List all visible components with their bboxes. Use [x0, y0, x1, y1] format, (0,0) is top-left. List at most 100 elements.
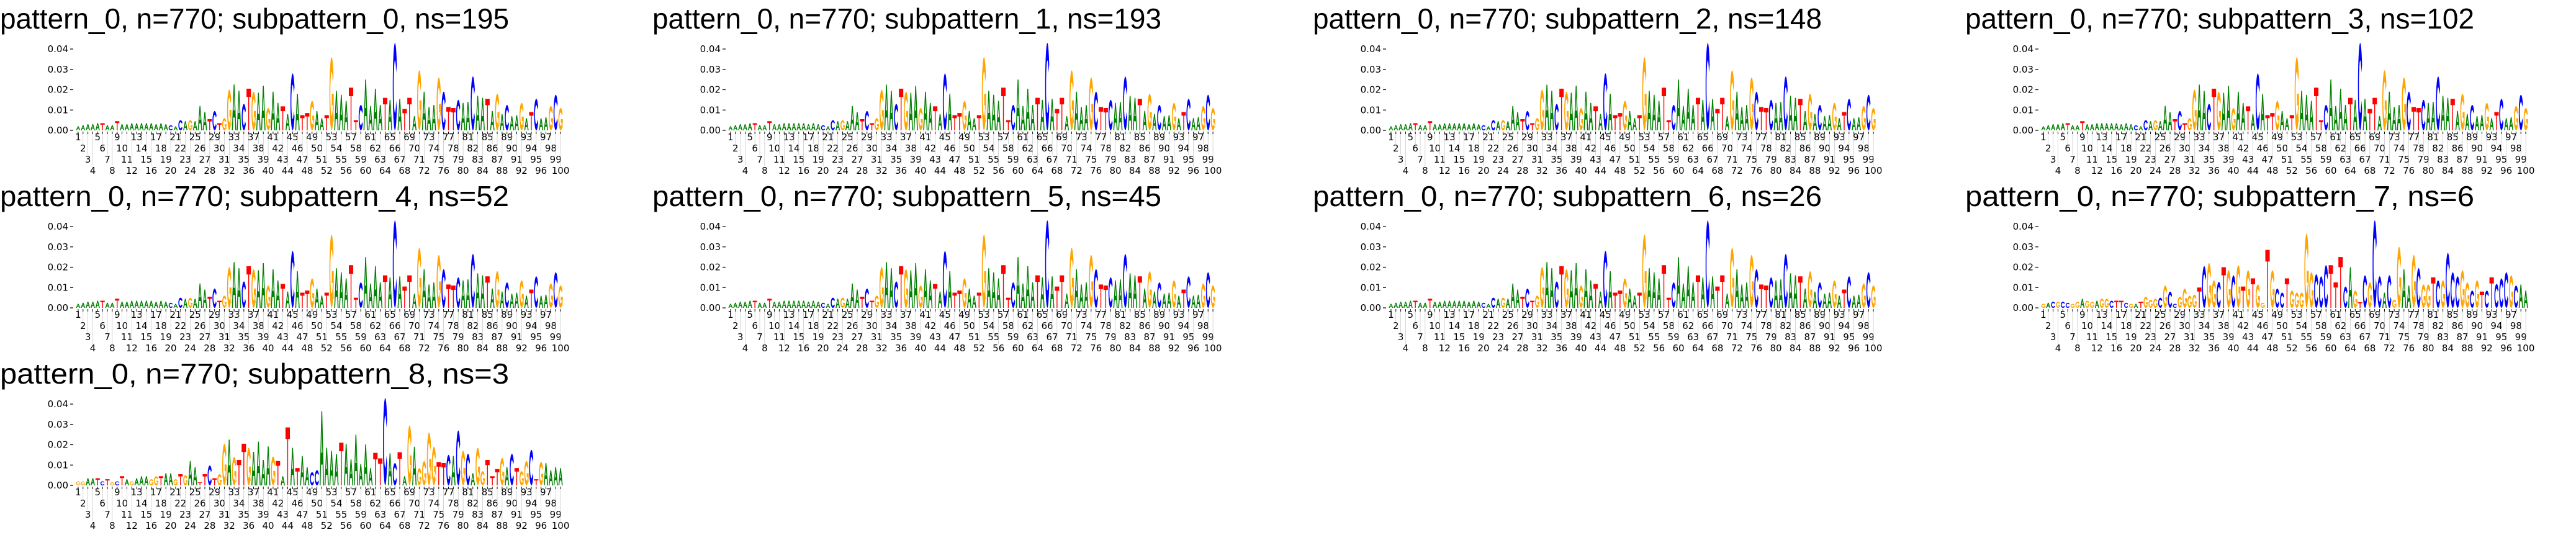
logo-letter-C	[1866, 94, 1871, 131]
x-tick-label: 86	[487, 143, 498, 154]
logo-letter-A	[2202, 91, 2207, 130]
logo-letter-C	[456, 430, 461, 485]
x-tick-label: 31	[218, 509, 230, 520]
logo-letter-G	[227, 267, 232, 308]
x-tick-label: 92	[1168, 343, 1180, 354]
logo-letter-G	[173, 479, 178, 486]
x-tick-label: 97	[2505, 309, 2517, 320]
y-tick-label: 0.01	[2013, 282, 2033, 293]
logo-letter-A	[991, 272, 996, 308]
x-tick-label: 7	[104, 509, 110, 520]
logo-letter-A	[2197, 84, 2202, 130]
logo-letter-T	[1720, 275, 1725, 308]
logo-letter-T	[490, 476, 495, 485]
x-tick-label: 75	[1745, 154, 1757, 165]
logo-letter-T	[305, 113, 310, 130]
x-tick-label: 83	[1785, 331, 1796, 343]
logo-letter-T	[2411, 107, 2416, 130]
x-tick-label: 96	[535, 343, 547, 354]
x-tick-label: 90	[506, 320, 518, 331]
x-tick-label: 37	[900, 132, 912, 143]
x-tick-label: 45	[287, 487, 299, 498]
logo-letter-A	[236, 91, 241, 130]
x-tick-label: 72	[1071, 165, 1083, 176]
logo-letter-G	[879, 89, 884, 131]
logo-letter-G	[188, 297, 192, 308]
y-tick-label: 0.02	[1361, 84, 1381, 96]
logo-letter-T	[1413, 300, 1418, 308]
logo-letter-A	[1408, 300, 1413, 308]
x-tick-label: 56	[340, 343, 352, 354]
logo-letter-G	[1730, 248, 1734, 308]
logo-letter-G	[149, 479, 154, 486]
x-tick-label: 58	[1002, 320, 1014, 331]
x-tick-label: 56	[2305, 165, 2317, 176]
logo-letter-A	[232, 262, 236, 308]
logo-letter-T	[2494, 112, 2499, 130]
x-tick-label: 10	[116, 320, 128, 331]
logo-letter-A	[1394, 125, 1398, 130]
logo-letter-G	[232, 457, 236, 485]
x-tick-label: 67	[2359, 331, 2371, 343]
logo-letter-T	[451, 285, 456, 308]
x-tick-label: 79	[2418, 331, 2430, 343]
x-tick-label: 2	[80, 143, 86, 154]
logo-letter-A	[1588, 102, 1593, 130]
logo-letter-A	[1652, 272, 1657, 308]
x-tick-label: 23	[2145, 154, 2156, 165]
x-tick-label: 51	[968, 154, 980, 165]
x-tick-label: 10	[1429, 320, 1441, 331]
logo-letter-A	[324, 448, 329, 485]
logo-letter-G	[2309, 272, 2314, 308]
x-tick-label: 13	[2096, 309, 2108, 320]
x-tick-label: 28	[856, 165, 868, 176]
logo-letter-C	[1011, 105, 1016, 130]
x-tick-label: 1	[1388, 132, 1394, 143]
logo-letter-A	[402, 476, 407, 485]
logo-letter-A	[1020, 106, 1025, 130]
x-tick-label: 85	[2447, 309, 2459, 320]
x-tick-label: 33	[228, 309, 240, 320]
logo-letter-A	[1544, 262, 1549, 308]
logo-letter-A	[163, 124, 168, 131]
logo-letter-A	[2226, 85, 2231, 130]
x-tick-label: 94	[2490, 143, 2502, 154]
x-tick-label: 94	[1838, 143, 1850, 154]
logo-letter-A	[2070, 125, 2075, 130]
x-tick-label: 65	[2349, 309, 2361, 320]
x-tick-label: 77	[443, 309, 454, 320]
logo-letter-A	[353, 434, 358, 485]
logo-letter-A	[524, 295, 529, 308]
x-tick-label: 92	[2481, 165, 2493, 176]
logo-letter-A	[412, 446, 417, 485]
logo-letter-A	[2250, 114, 2255, 130]
logo-letter-C	[2158, 297, 2163, 308]
x-tick-label: 19	[1473, 154, 1485, 165]
logo-letter-C	[1768, 99, 1773, 131]
logo-letter-T	[1055, 286, 1060, 308]
x-tick-label: 52	[973, 343, 985, 354]
logo-letter-G	[2192, 294, 2197, 308]
logo-letter-A	[2104, 123, 2109, 130]
x-tick-label: 49	[2271, 309, 2283, 320]
logo-letter-G	[539, 462, 544, 485]
logo-letter-C	[1817, 282, 1822, 308]
y-tick-label: 0.01	[1361, 104, 1381, 115]
x-tick-label: 99	[2515, 154, 2527, 165]
logo-letter-A	[139, 123, 144, 130]
logo-letter-G	[1808, 271, 1813, 308]
logo-letter-G	[436, 77, 441, 131]
logo-letter-T	[2313, 88, 2319, 130]
x-tick-label: 10	[1429, 143, 1441, 154]
logo-letter-A	[539, 118, 544, 130]
logo-letter-A	[183, 121, 188, 130]
x-tick-label: 20	[817, 165, 829, 176]
x-tick-label: 91	[1824, 154, 1835, 165]
x-tick-label: 86	[487, 498, 498, 509]
x-tick-label: 28	[204, 343, 215, 354]
logo-letter-C	[821, 302, 826, 308]
x-tick-label: 71	[413, 509, 425, 520]
x-tick-label: 82	[2432, 143, 2444, 154]
logo-letter-T	[2182, 123, 2187, 130]
x-tick-label: 61	[1017, 309, 1029, 320]
